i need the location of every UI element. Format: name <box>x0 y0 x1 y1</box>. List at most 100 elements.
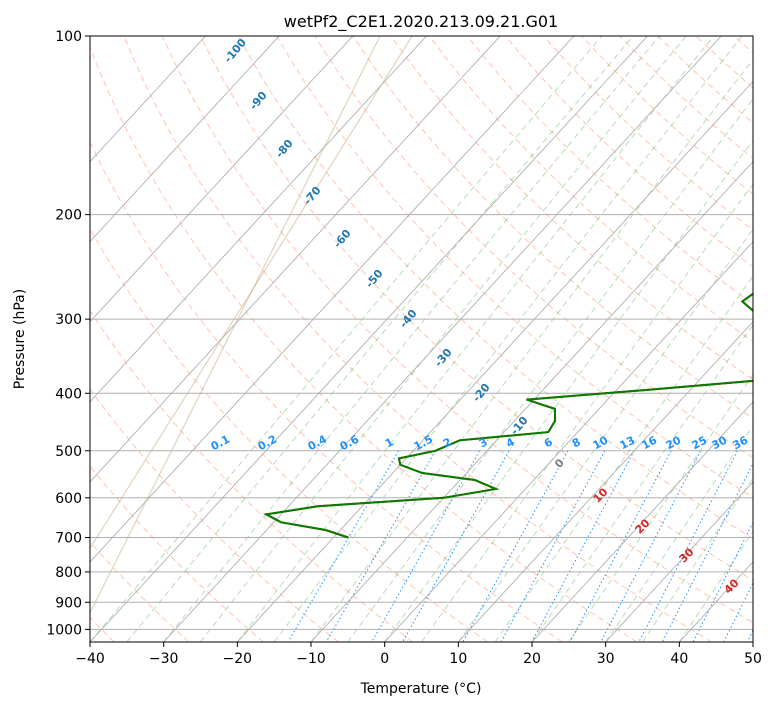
dry-adiabat-label: 0 <box>552 456 567 471</box>
y-tick-label: 900 <box>55 595 82 611</box>
dry-adiabat-line <box>199 36 753 581</box>
isotherm-gridlines <box>90 36 753 642</box>
isotherm-line <box>90 36 501 483</box>
dry-adiabat-line <box>90 465 264 642</box>
isotherm-line <box>90 36 575 563</box>
isotherm-line <box>384 240 753 642</box>
moist-adiabat-line <box>90 36 603 642</box>
isotherm-label: -90 <box>247 89 270 113</box>
dry-adiabat-line <box>237 36 753 540</box>
moist-adiabat-line <box>126 36 634 642</box>
mixing-ratio-label: 16 <box>640 433 660 452</box>
x-axis-label: Temperature (°C) <box>360 681 482 697</box>
dry-adiabat-line <box>123 36 712 642</box>
moist-adiabat-line <box>384 139 753 642</box>
dry-adiabat-line <box>390 36 753 381</box>
y-tick-label: 800 <box>55 565 82 581</box>
mixing-ratio-line <box>771 451 775 642</box>
y-tick-label: 600 <box>55 491 82 507</box>
moist-adiabat-line <box>568 373 753 642</box>
moist-adiabat-line <box>531 323 753 642</box>
mixing-ratio-line <box>287 450 399 642</box>
isotherm-line <box>90 36 354 323</box>
dry-adiabat-line <box>657 36 753 124</box>
reference-curve <box>90 36 381 615</box>
mixing-ratio-label: 6 <box>542 435 555 450</box>
plot-frame <box>89 35 754 643</box>
dry-adiabat-line <box>90 388 339 642</box>
x-tick-label: 20 <box>523 651 541 667</box>
dry-adiabat-label: 20 <box>633 516 653 536</box>
chart-title: wetPf2_C2E1.2020.213.09.21.G01 <box>284 12 558 32</box>
mixing-ratio-lines <box>287 450 775 642</box>
mixing-ratio-label: 25 <box>690 434 710 453</box>
mixing-ratio-line <box>531 450 635 642</box>
moist-adiabat-line <box>457 228 753 642</box>
mixing-ratio-label: 10 <box>591 433 611 452</box>
x-tick-label: −10 <box>296 651 326 667</box>
isotherm-label: -50 <box>363 267 386 291</box>
x-tick-label: −20 <box>223 651 253 667</box>
moist-adiabat-line <box>421 183 753 642</box>
dry-adiabat-line <box>581 36 753 195</box>
mixing-ratio-line <box>325 450 436 642</box>
moist-adiabat-line <box>200 36 687 642</box>
mixing-ratio-line <box>402 450 510 642</box>
dry-adiabat-label: 40 <box>722 576 742 596</box>
dry-adiabat-label: 10 <box>591 485 611 505</box>
mixing-ratio-line <box>500 450 606 642</box>
mixing-ratio-line <box>723 581 753 642</box>
reference-curves <box>90 36 413 615</box>
moist-adiabat-line <box>273 36 743 642</box>
isotherm-label: -30 <box>432 346 455 370</box>
isotherm-line <box>163 36 722 642</box>
moist-adiabat-line <box>310 58 753 642</box>
isotherm-label: -60 <box>331 227 354 251</box>
mixing-ratio-line <box>746 629 753 642</box>
dry-adiabat-line <box>161 36 753 624</box>
moist-adiabat-line <box>642 477 753 642</box>
moist-adiabat-line <box>605 424 753 642</box>
mixing-ratio-line <box>600 450 701 642</box>
dry-adiabat-line <box>352 36 753 419</box>
mixing-ratio-label: 36 <box>731 433 751 452</box>
y-tick-label: 300 <box>55 312 82 328</box>
dry-adiabat-line <box>314 36 753 459</box>
isotherm-line <box>605 481 753 642</box>
isotherm-line <box>678 561 753 642</box>
isotherm-line <box>90 36 427 403</box>
mixing-ratio-label: 20 <box>664 433 684 452</box>
isotherm-line <box>90 36 648 642</box>
x-tick-label: 30 <box>597 651 615 667</box>
profile-series <box>263 292 753 539</box>
y-tick-label: 400 <box>55 386 82 402</box>
y-tick-label: 700 <box>55 531 82 547</box>
y-axis-ticks: 100 200 300 400 500 600 700 800 900 1000 <box>46 29 90 638</box>
dry-adiabat-line <box>733 36 753 54</box>
y-tick-label: 200 <box>55 208 82 224</box>
isotherm-line <box>531 401 753 642</box>
dry-adiabat-line <box>90 541 190 642</box>
mixing-ratio-label: 1 <box>383 435 396 450</box>
moist-adiabat-line <box>347 98 753 642</box>
mixing-ratio-label: 4 <box>504 435 517 450</box>
mixing-ratio-label: 0.4 <box>306 432 330 453</box>
y-axis-label: Pressure (hPa) <box>12 289 28 389</box>
isotherm-label: -100 <box>221 36 249 66</box>
moist-adiabat-line <box>163 36 660 642</box>
mixing-ratio-line <box>661 462 753 642</box>
mixing-ratio-label: 8 <box>570 435 583 450</box>
mixing-ratio-label: 30 <box>710 433 730 452</box>
y-tick-label: 100 <box>55 29 82 45</box>
isotherm-line <box>90 36 206 163</box>
moist-adiabat-line <box>494 275 753 642</box>
isotherm-label: -80 <box>273 137 296 161</box>
mixing-ratio-line <box>462 450 569 642</box>
inline-labels: -100-90-80-70-60-50-40-30-20-100.1 0.2 0.4… <box>209 36 751 597</box>
y-tick-label: 500 <box>55 444 82 460</box>
x-axis-ticks: −40 −30 −20 −10 0 10 20 30 40 50 <box>75 642 762 667</box>
mixing-ratio-line <box>638 450 738 642</box>
dry-adiabat-line <box>428 36 753 343</box>
mixing-ratio-label: 0.2 <box>256 433 279 454</box>
